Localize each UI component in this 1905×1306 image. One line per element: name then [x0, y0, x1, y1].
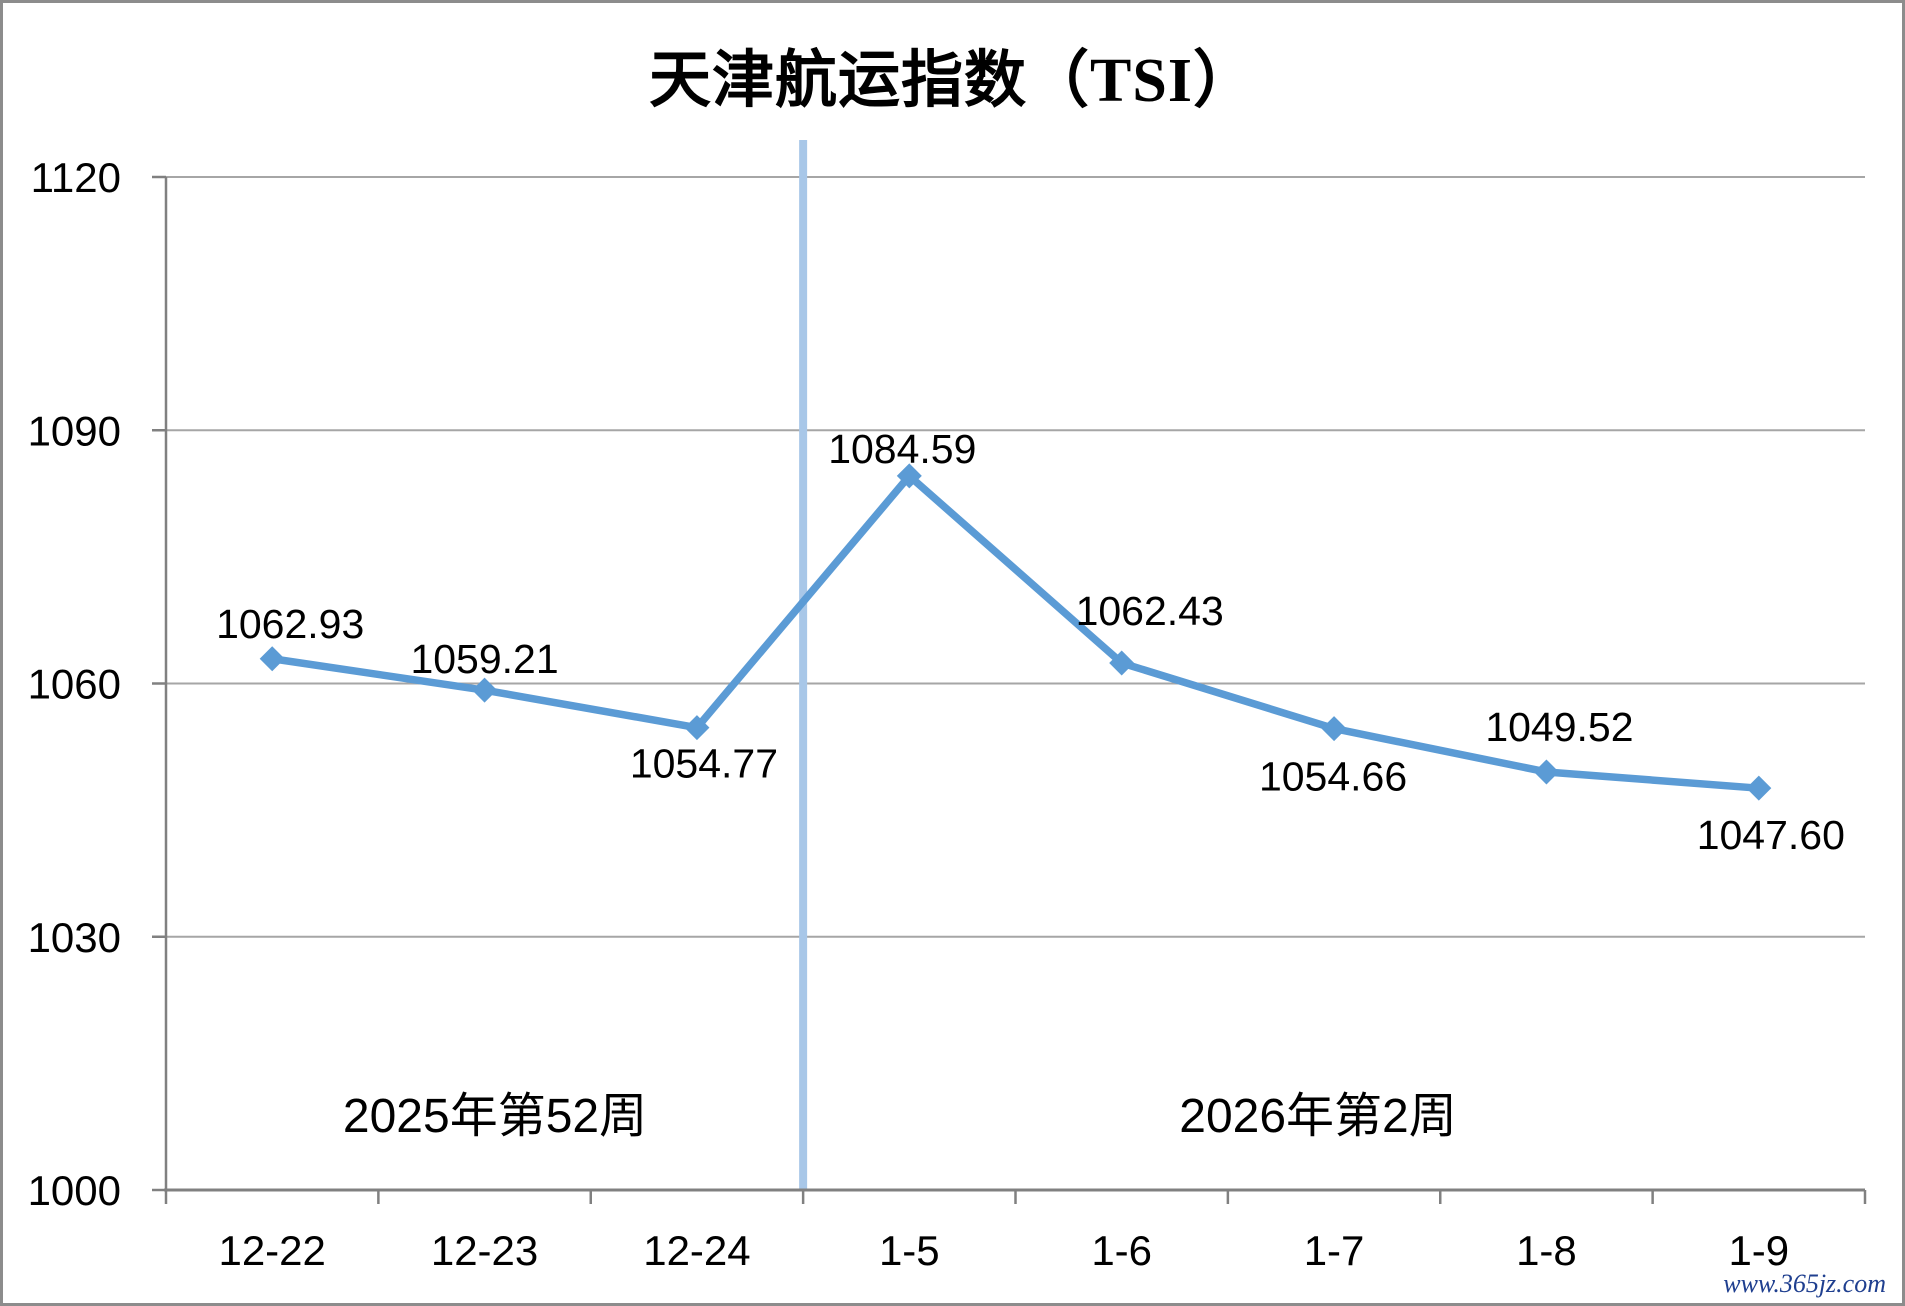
data-label: 1047.60: [1697, 812, 1845, 858]
watermark: www.365jz.com: [1723, 1269, 1886, 1298]
annotation-text: 2026年第2周: [1179, 1090, 1456, 1143]
y-tick-label: 1030: [28, 914, 121, 961]
x-tick-label: 1-6: [1091, 1227, 1152, 1274]
data-label: 1054.66: [1259, 754, 1407, 800]
data-point-marker: [259, 646, 285, 672]
x-tick-label: 1-7: [1304, 1227, 1365, 1274]
data-label: 1054.77: [630, 741, 778, 787]
data-point-marker: [896, 463, 922, 489]
data-label: 1049.52: [1485, 704, 1633, 750]
data-label: 1062.43: [1076, 588, 1224, 634]
data-label: 1084.59: [828, 426, 976, 472]
y-tick-label: 1060: [28, 661, 121, 708]
chart-title: 天津航运指数（TSI）: [649, 47, 1256, 115]
data-label: 1059.21: [410, 636, 558, 682]
data-point-marker: [1321, 716, 1347, 742]
x-tick-label: 1-5: [879, 1227, 940, 1274]
data-point-marker: [1533, 759, 1559, 785]
data-label: 1062.93: [216, 601, 364, 647]
x-tick-label: 12-22: [218, 1227, 325, 1274]
annotation-text: 2025年第52周: [343, 1090, 647, 1143]
x-tick-label: 1-9: [1728, 1227, 1789, 1274]
data-point-marker: [472, 677, 498, 703]
data-point-marker: [684, 715, 710, 741]
y-tick-label: 1120: [31, 154, 121, 201]
series-line: [268, 472, 1763, 792]
data-point-marker: [1109, 650, 1135, 676]
y-tick-label: 1000: [28, 1167, 121, 1214]
data-point-marker: [1746, 775, 1772, 801]
x-tick-label: 1-8: [1516, 1227, 1577, 1274]
x-tick-label: 12-24: [643, 1227, 750, 1274]
tsi-line-chart: 1000 1030 1060 1090 1120 12-22 12-23 12-24 1-5 1-…: [28, 140, 1867, 1274]
x-tick-label: 12-23: [431, 1227, 538, 1274]
y-tick-label: 1090: [28, 407, 121, 454]
